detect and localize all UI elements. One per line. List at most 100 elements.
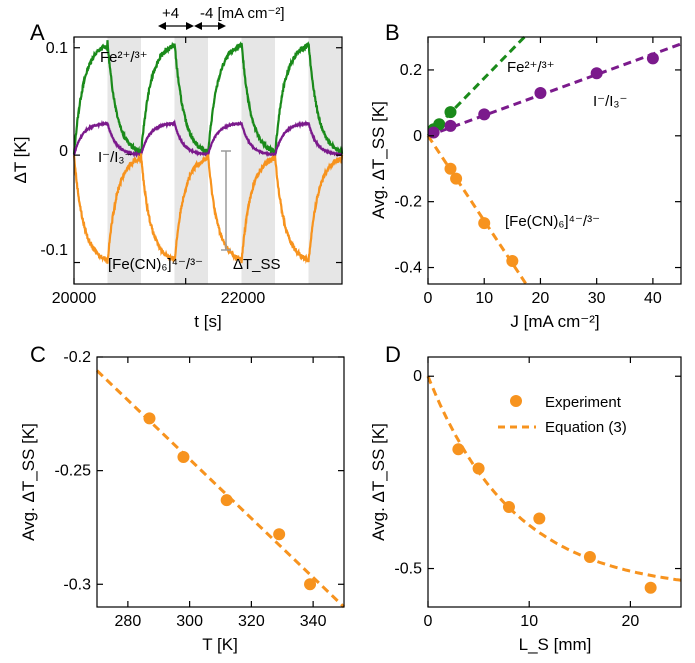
axis-ticks-d: 0 10 20 0 -0.5 [394, 357, 681, 630]
y-axis-label-a: ΔT [K] [11, 137, 30, 184]
panel-a: A +4 -4 [mA cm⁻²] Fe²⁺/³⁺ I⁻/I₃⁻ [Fe(CN)… [11, 5, 344, 331]
y-tick-label: -0.4 [394, 260, 422, 277]
panel-b: B 0 10 20 30 40 0.2 0 -0.2 -0.4 Fe²⁺/³⁺ I⁻/I₃⁻ [… [369, 20, 682, 331]
x-tick-label: 40 [644, 290, 662, 307]
data-points-b [427, 52, 659, 267]
fit-line [427, 42, 682, 138]
fit-line-d [426, 375, 682, 582]
x-tick-label: 20000 [52, 290, 97, 307]
temperature-traces [72, 40, 344, 265]
x-tick-label: 0 [424, 613, 433, 630]
data-points-c [143, 412, 317, 591]
axes-frame-d [427, 356, 682, 608]
panel-b-letter: B [385, 20, 400, 45]
series-label-ferrocyanide: [Fe(CN)₆]⁴⁻/³⁻ [108, 256, 203, 273]
x-tick-label: 320 [238, 613, 265, 630]
x-axis-label-b: J [mA cm⁻²] [510, 312, 599, 331]
data-point [506, 254, 519, 267]
legend-marker-experiment [510, 395, 522, 407]
data-points-d [452, 443, 657, 594]
series-label-iodide: I⁻/I₃⁻ [593, 93, 627, 110]
positive-current-label: +4 [162, 5, 179, 22]
y-axis-label-d: Avg. ΔT_SS [K] [369, 423, 388, 541]
axis-ticks-c: 280 300 320 340 -0.2 -0.25 -0.3 [55, 349, 344, 630]
fit-lines-b [426, 35, 682, 285]
data-point [583, 551, 596, 563]
x-tick-label: 300 [176, 613, 203, 630]
series-label-fe: Fe²⁺/³⁺ [100, 49, 148, 66]
x-tick-label: 0 [424, 290, 433, 307]
y-tick-label: 0 [59, 143, 68, 160]
y-tick-label: 0.2 [400, 62, 422, 79]
trace-ferrocyanide [72, 153, 344, 265]
x-tick-label: 10 [520, 613, 538, 630]
y-tick-label: 0.1 [46, 40, 68, 57]
y-tick-label: -0.1 [40, 242, 68, 259]
x-tick-label: 10 [475, 290, 493, 307]
y-tick-label: -0.2 [394, 194, 422, 211]
negative-current-label: -4 [mA cm⁻²] [200, 5, 285, 22]
data-point [646, 52, 659, 65]
y-tick-label: -0.3 [63, 576, 91, 593]
current-direction-arrows [158, 22, 226, 30]
data-point [644, 581, 657, 594]
x-tick-label: 22000 [221, 290, 266, 307]
panel-c-letter: C [30, 342, 46, 367]
legend-label-experiment: Experiment [545, 394, 622, 411]
x-tick-label: 280 [115, 613, 142, 630]
x-axis-label-d: L_S [mm] [519, 635, 592, 654]
fit-line [426, 35, 526, 137]
panel-d-letter: D [385, 342, 401, 367]
series-label-iodide: I⁻/I₃⁻ [98, 149, 132, 166]
data-point [427, 126, 440, 139]
axis-ticks-a [73, 37, 342, 284]
data-point [533, 512, 546, 525]
legend-d: Experiment Equation (3) [498, 394, 627, 436]
legend-label-equation: Equation (3) [545, 419, 627, 436]
x-tick-label: 20 [622, 613, 640, 630]
delta-t-ss-label: ΔT_SS [233, 256, 281, 273]
y-tick-label: -0.5 [394, 561, 422, 578]
y-axis-label-c: Avg. ΔT_SS [K] [19, 423, 38, 541]
x-axis-label-c: T [K] [202, 635, 238, 654]
axes-frame-c [96, 356, 345, 608]
fit-line [95, 369, 346, 609]
data-point [502, 501, 515, 513]
data-point [444, 162, 457, 175]
y-axis-label-b: Avg. ΔT_SS [K] [369, 101, 388, 219]
data-point [177, 451, 190, 463]
x-tick-label: 20 [532, 290, 550, 307]
data-point [273, 528, 286, 541]
delta-t-ss-bracket [221, 150, 231, 251]
x-tick-label: 30 [588, 290, 606, 307]
fit-line-c [95, 369, 346, 609]
fit-curve [426, 375, 682, 582]
axes-frame-b [427, 36, 682, 285]
series-label-fe: Fe²⁺/³⁺ [507, 59, 555, 76]
y-tick-label: 0 [413, 128, 422, 145]
x-axis-label-a: t [s] [194, 312, 221, 331]
x-tick-label: 340 [300, 613, 327, 630]
data-point [444, 106, 457, 119]
series-label-ferrocyanide: [Fe(CN)₆]⁴⁻/³⁻ [505, 213, 600, 230]
data-point [452, 443, 465, 456]
data-point [450, 172, 463, 185]
data-point [478, 217, 491, 230]
y-tick-label: 0 [413, 368, 422, 385]
axes-frame-a [73, 36, 343, 285]
axis-ticks-b: 0 10 20 30 40 0.2 0 -0.2 -0.4 [394, 37, 681, 307]
panel-c: C 280 300 320 340 -0.2 -0.25 -0.3 T [K] Avg. Δ… [19, 342, 346, 654]
data-point [472, 462, 485, 475]
data-point [220, 494, 233, 507]
data-point [143, 412, 156, 425]
data-point [478, 108, 491, 121]
data-point [304, 578, 317, 591]
y-tick-label: -0.25 [55, 463, 92, 480]
data-point [590, 67, 603, 80]
panel-d: D 0 10 20 0 -0.5 Experiment Equation (3) L_S… [369, 342, 682, 654]
data-point [444, 119, 457, 132]
panel-a-letter: A [30, 20, 45, 45]
y-tick-label: -0.2 [63, 349, 91, 366]
data-point [534, 86, 547, 99]
